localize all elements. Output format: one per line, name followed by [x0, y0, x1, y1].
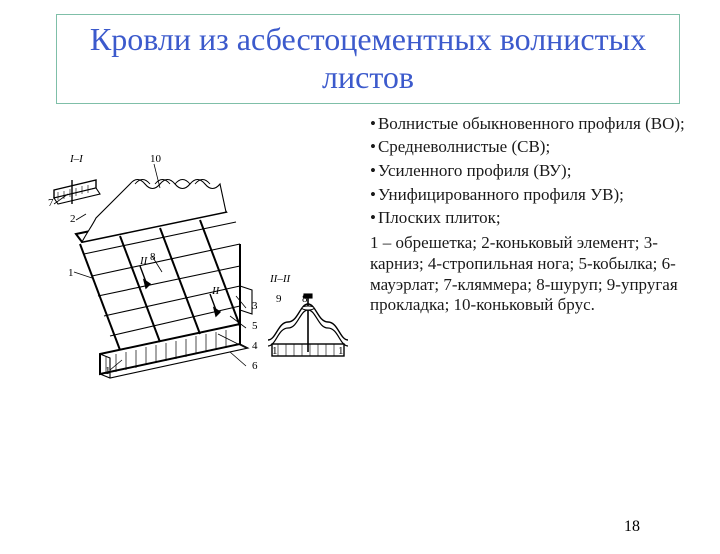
page-number: 18: [624, 518, 640, 536]
content-row: I–I 10 7 2 1 II II II–II 8 3 5 4 6 1 9 8 1 1 Волнистые об…: [0, 114, 720, 404]
svg-text:6: 6: [252, 360, 258, 372]
bullet-item: Плоских плиток;: [370, 208, 690, 229]
bullet-item: Волнистые обыкновенного профиля (ВО);: [370, 114, 690, 135]
page-title: Кровли из асбестоцементных волнистых лис…: [75, 21, 661, 97]
text-column: Волнистые обыкновенного профиля (ВО); Ср…: [360, 114, 690, 404]
svg-text:8: 8: [150, 251, 156, 263]
svg-text:9: 9: [276, 293, 282, 305]
svg-text:1: 1: [338, 345, 344, 357]
svg-text:II: II: [211, 285, 221, 297]
svg-text:10: 10: [150, 153, 162, 165]
title-box: Кровли из асбестоцементных волнистых лис…: [56, 14, 680, 104]
svg-text:I–I: I–I: [69, 153, 84, 165]
svg-text:7: 7: [48, 197, 54, 209]
svg-text:1: 1: [105, 365, 111, 377]
svg-text:3: 3: [252, 300, 258, 312]
bullet-item: Средневолнистые (СВ);: [370, 137, 690, 158]
svg-text:4: 4: [252, 340, 258, 352]
svg-text:II: II: [139, 255, 149, 267]
svg-text:1: 1: [272, 345, 278, 357]
svg-text:2: 2: [70, 213, 76, 225]
svg-text:II–II: II–II: [269, 273, 291, 285]
diagram-svg: I–I 10 7 2 1 II II II–II 8 3 5 4 6 1 9 8 1 1: [40, 144, 360, 404]
roof-diagram: I–I 10 7 2 1 II II II–II 8 3 5 4 6 1 9 8 1 1: [40, 144, 360, 404]
legend-text: 1 – обрешетка; 2-коньковый элемент; 3-ка…: [370, 233, 690, 316]
svg-text:8: 8: [302, 293, 308, 305]
svg-text:5: 5: [252, 320, 258, 332]
bullet-item: Унифицированного профиля УВ);: [370, 185, 690, 206]
svg-text:1: 1: [68, 267, 74, 279]
bullet-item: Усиленного профиля (ВУ);: [370, 161, 690, 182]
